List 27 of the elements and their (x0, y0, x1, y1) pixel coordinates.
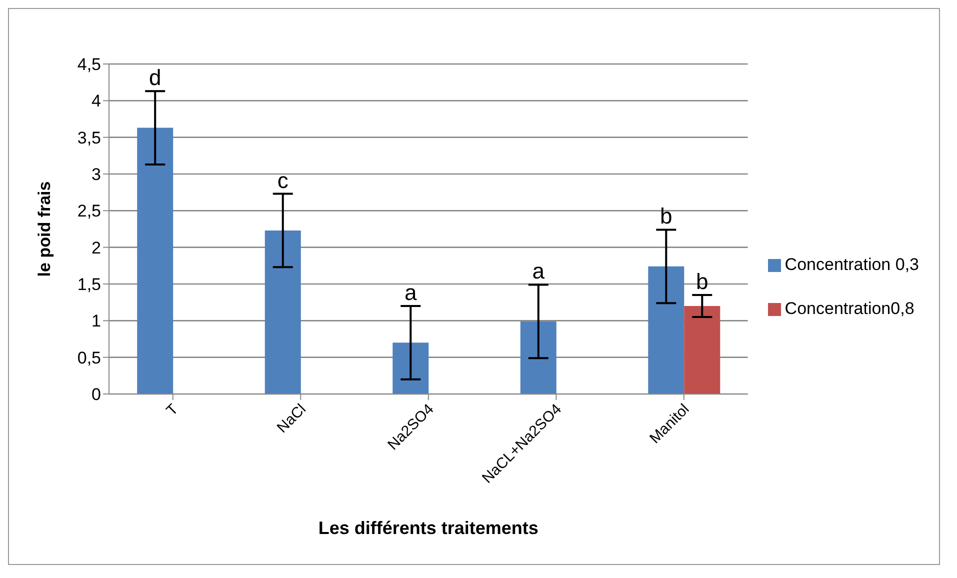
data-label: b (696, 269, 708, 294)
y-tick-label: 0 (92, 385, 101, 404)
y-tick-label: 3 (92, 165, 101, 184)
y-tick-label: 0,5 (77, 348, 101, 368)
bar (264, 230, 301, 394)
y-tick-label: 1 (92, 312, 101, 331)
data-label: a (532, 258, 546, 284)
x-tick-label: T (163, 400, 182, 420)
bar (520, 321, 556, 394)
y-tick-label: 2,5 (77, 202, 101, 221)
data-label: c (277, 168, 288, 193)
y-tick-label: 3,5 (77, 128, 101, 148)
legend-label: Concentration0,8 (784, 298, 914, 318)
y-tick-label: 4 (92, 92, 101, 111)
y-tick-label: 4,5 (77, 55, 101, 74)
bar (392, 342, 429, 394)
data-label: b (660, 204, 672, 229)
y-axis-title: le poid frais (35, 181, 54, 277)
data-label: a (404, 280, 418, 305)
y-tick-label: 1,5 (77, 275, 101, 294)
data-label: d (148, 65, 162, 90)
y-tick-label: 2 (92, 238, 101, 258)
bar (684, 306, 720, 394)
legend-label: Concentration 0,3 (784, 254, 919, 274)
bar (137, 128, 174, 394)
bar (648, 266, 684, 394)
x-axis-title: Les différents traitements (318, 518, 538, 538)
